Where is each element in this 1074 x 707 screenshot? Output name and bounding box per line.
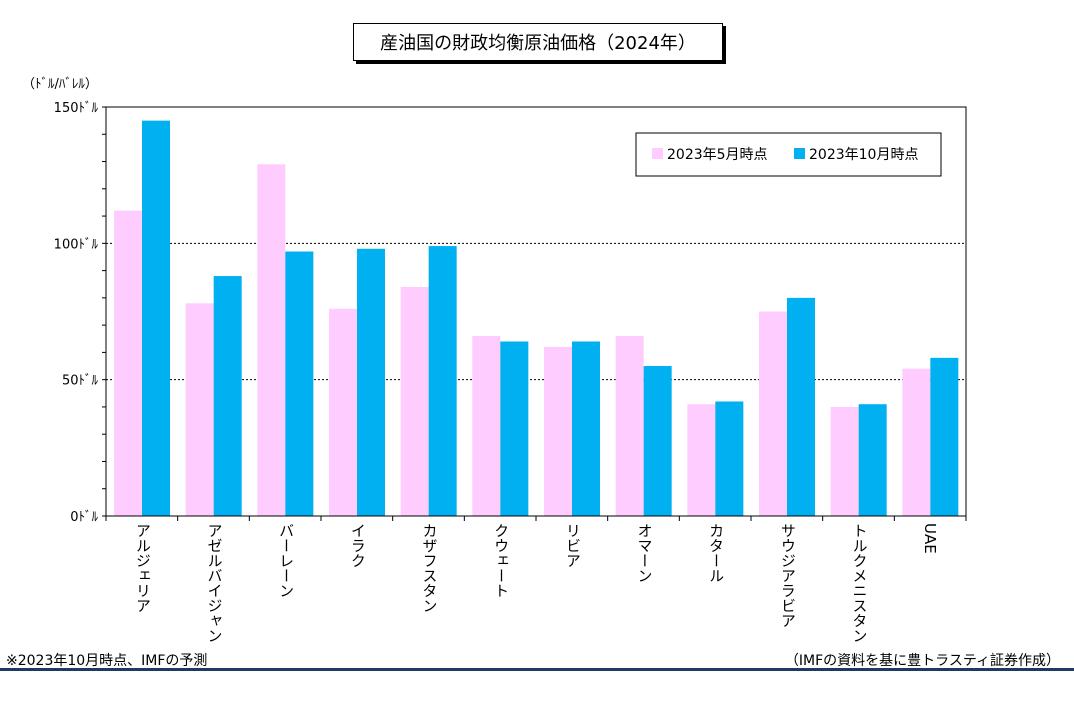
- bar-oct-11: [930, 357, 959, 516]
- bar-oct-8: [715, 401, 744, 516]
- axes: [102, 106, 967, 521]
- bar-may-0: [114, 210, 142, 516]
- legend-label: 2023年10月時点: [809, 147, 918, 163]
- bar-oct-5: [500, 341, 529, 516]
- y-tick-labels: 0ﾄﾞﾙ 50ﾄﾞﾙ 100ﾄﾞﾙ 150ﾄﾞﾙ: [54, 101, 99, 525]
- footnote-left: ※2023年10月時点、IMFの予測: [6, 653, 208, 669]
- bar-oct-6: [572, 341, 600, 516]
- bar-may-7: [615, 336, 644, 516]
- bar-may-3: [329, 308, 357, 516]
- bar-may-5: [472, 336, 501, 516]
- legend: 2023年5月時点 2023年10月時点: [635, 132, 942, 177]
- bar-oct-9: [787, 297, 815, 516]
- bars: [114, 120, 959, 516]
- x-tick-label: UAE: [921, 523, 940, 554]
- x-tick-label: トルクメニスタン: [850, 523, 869, 643]
- y-tick-label: 0ﾄﾞﾙ: [70, 510, 98, 525]
- x-tick-label: リビア: [563, 523, 582, 568]
- legend-swatch: [652, 148, 663, 159]
- legend-swatch: [794, 148, 805, 159]
- bar-may-2: [257, 164, 286, 516]
- bar-may-6: [544, 346, 572, 516]
- x-tick-label: オマーン: [635, 523, 654, 583]
- bar-may-8: [687, 404, 716, 516]
- y-tick-label: 100ﾄﾞﾙ: [54, 237, 99, 252]
- x-tick-label: カザフスタン: [420, 523, 439, 613]
- footnote-right: （IMFの資料を基に豊トラスティ証券作成）: [784, 653, 1060, 669]
- y-axis-label: （ﾄﾞﾙ/ﾊﾞﾚﾙ）: [22, 77, 98, 92]
- bar-oct-10: [858, 404, 887, 516]
- y-tick-label: 150ﾄﾞﾙ: [54, 101, 99, 116]
- bar-may-11: [902, 368, 931, 516]
- chart-title: 産油国の財政均衡原油価格（2024年）: [353, 23, 723, 61]
- x-tick-label: クウェート: [492, 523, 511, 598]
- bar-oct-0: [142, 120, 170, 516]
- bar-may-10: [830, 406, 859, 516]
- x-tick-label: イラク: [348, 523, 367, 568]
- bar-oct-2: [285, 251, 314, 516]
- bar-oct-4: [428, 246, 457, 516]
- bar-oct-1: [213, 276, 242, 516]
- bottom-rule: [0, 668, 1074, 671]
- legend-label: 2023年5月時点: [667, 147, 768, 163]
- gridlines: [106, 242, 966, 381]
- x-tick-label: カタール: [707, 523, 726, 583]
- x-tick-label: サウジアラビア: [778, 523, 797, 628]
- y-tick-label: 50ﾄﾞﾙ: [62, 374, 99, 389]
- x-tick-label: バーレーン: [277, 523, 296, 598]
- x-tick-label: アゼルバイジャン: [205, 523, 224, 643]
- x-tick-label: アルジェリア: [133, 523, 152, 613]
- bar-oct-3: [357, 248, 385, 516]
- bar-may-4: [400, 286, 429, 516]
- legend-box: [635, 132, 942, 177]
- bar-may-9: [759, 311, 787, 516]
- bar-may-1: [185, 303, 214, 516]
- bar-oct-7: [643, 366, 672, 516]
